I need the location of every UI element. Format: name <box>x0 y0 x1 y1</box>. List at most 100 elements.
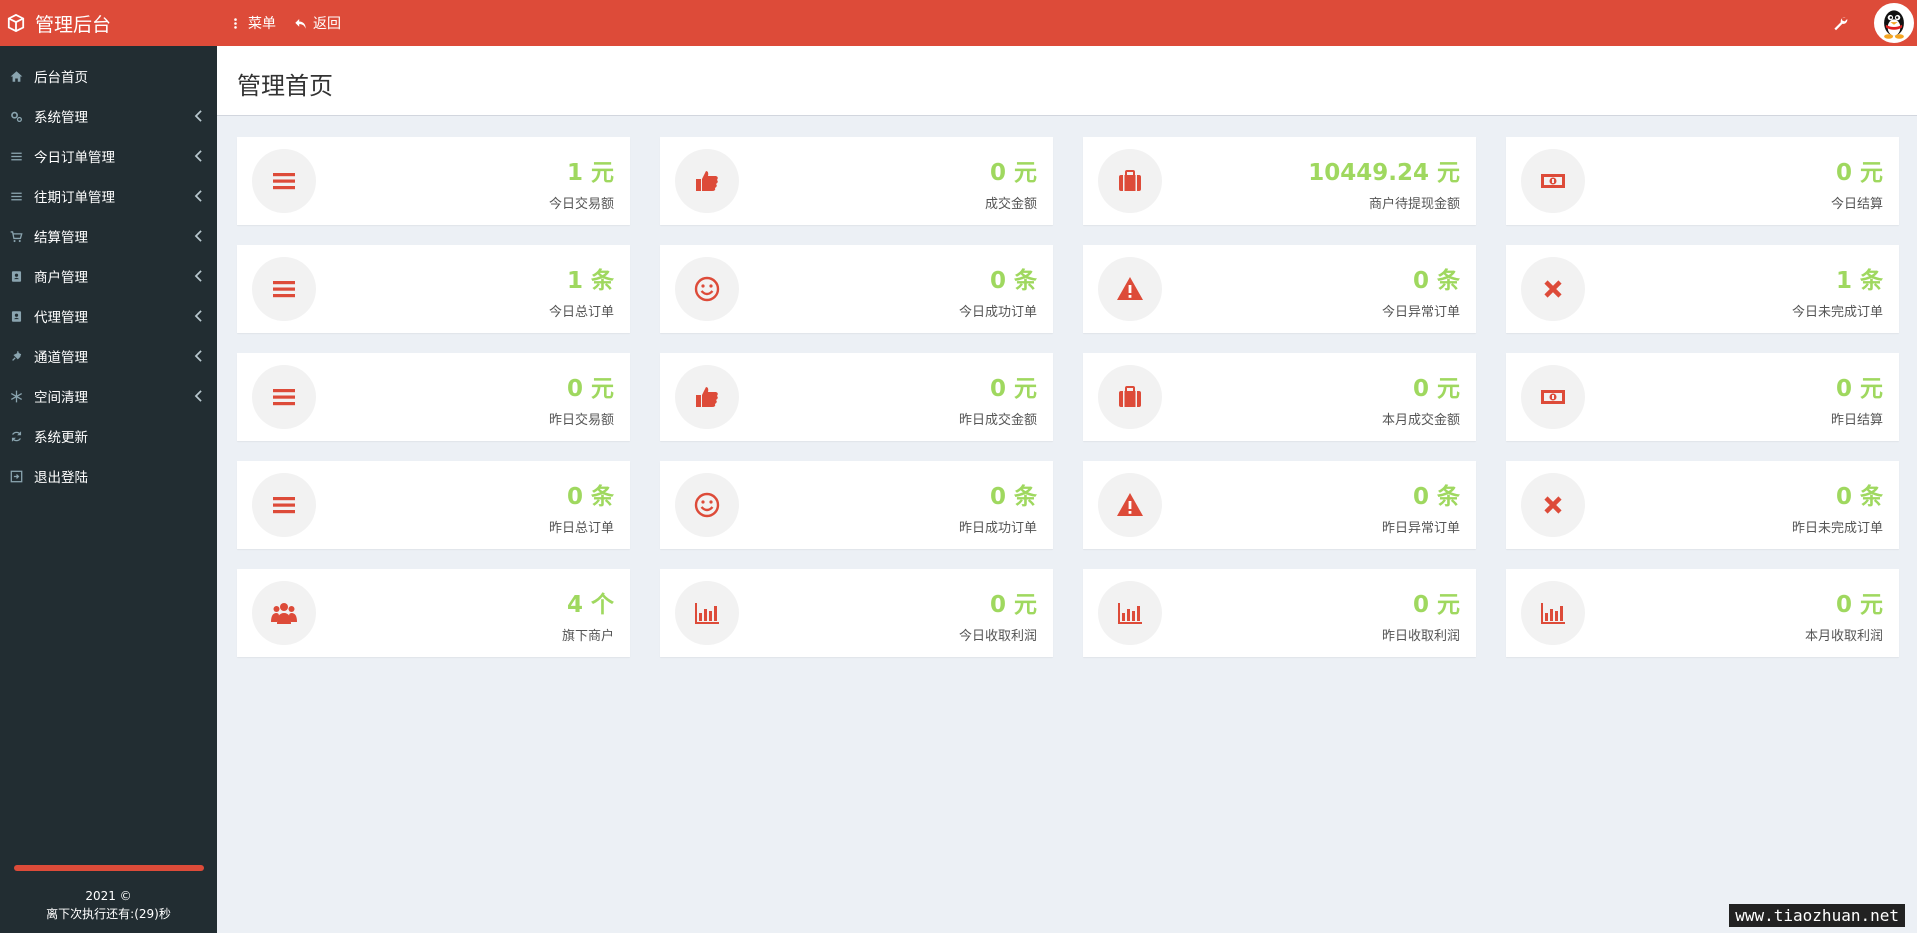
stat-value: 0 元 <box>989 592 1037 618</box>
stat-value: 0 条 <box>1412 268 1460 294</box>
sidebar-item-0[interactable]: 后台首页 <box>0 56 217 96</box>
smile-icon <box>675 257 739 321</box>
list-icon <box>9 189 23 203</box>
sidebar-item-3[interactable]: 往期订单管理 <box>0 176 217 216</box>
stat-label: 今日未完成订单 <box>1791 305 1883 320</box>
stat-value: 0 元 <box>566 376 614 402</box>
stat-value: 0 元 <box>1835 376 1883 402</box>
stat-card: 0 元本月收取利润 <box>1506 569 1899 657</box>
stat-card: 0 元昨日结算 <box>1506 353 1899 441</box>
stat-card: 0 元成交金额 <box>660 137 1053 225</box>
sidebar-item-label: 商户管理 <box>34 270 88 286</box>
stat-label: 成交金额 <box>984 197 1037 212</box>
sidebar-item-7[interactable]: 通道管理 <box>0 336 217 376</box>
reply-icon <box>295 18 306 29</box>
stat-label: 昨日成交金额 <box>958 413 1037 428</box>
stat-card: 0 元昨日交易额 <box>237 353 630 441</box>
sidebar-item-8[interactable]: 空间清理 <box>0 376 217 416</box>
stat-value: 0 条 <box>1835 484 1883 510</box>
stat-card: 0 条昨日成功订单 <box>660 461 1053 549</box>
bar-chart-icon <box>1521 581 1585 645</box>
money-icon <box>1521 149 1585 213</box>
chevron-left-icon <box>194 310 202 322</box>
close-icon <box>1521 257 1585 321</box>
sidebar-item-label: 系统管理 <box>34 110 88 126</box>
stat-card: 1 元今日交易额 <box>237 137 630 225</box>
stat-label: 今日成功订单 <box>958 305 1037 320</box>
stat-label: 昨日总订单 <box>548 521 614 536</box>
stat-label: 昨日未完成订单 <box>1791 521 1883 536</box>
stat-value: 0 元 <box>989 376 1037 402</box>
stat-card: 1 条今日未完成订单 <box>1506 245 1899 333</box>
stat-value: 0 条 <box>1412 484 1460 510</box>
stat-card: 0 元今日收取利润 <box>660 569 1053 657</box>
sidebar-menu: 后台首页系统管理今日订单管理 往期订单管理结算管理商户管理代理管理通道管理空间清理… <box>0 46 217 496</box>
cube-icon <box>7 14 25 32</box>
stat-value: 1 条 <box>1835 268 1883 294</box>
logout-icon <box>9 469 23 483</box>
stat-card: 0 元昨日收取利润 <box>1083 569 1476 657</box>
stat-label: 旗下商户 <box>561 629 614 644</box>
top-header: 管理后台 菜单 返回 <box>0 0 1917 46</box>
footer-timer: 离下次执行还有:(29)秒 <box>46 907 171 921</box>
sidebar-item-label: 往期订单管理 <box>34 190 115 206</box>
list-icon <box>9 149 23 163</box>
stat-card: 1 条今日总订单 <box>237 245 630 333</box>
plug-icon <box>9 349 23 363</box>
avatar[interactable] <box>1874 3 1914 43</box>
warning-icon <box>1098 257 1162 321</box>
stat-value: 0 条 <box>566 484 614 510</box>
chevron-left-icon <box>194 230 202 242</box>
sidebar-item-2[interactable]: 今日订单管理 <box>0 136 217 176</box>
stat-card: 0 条昨日未完成订单 <box>1506 461 1899 549</box>
chevron-left-icon <box>194 110 202 122</box>
gears-icon <box>9 109 23 123</box>
cart-icon <box>9 229 23 243</box>
stat-label: 昨日收取利润 <box>1381 629 1460 644</box>
stat-card: 0 元今日结算 <box>1506 137 1899 225</box>
sidebar-footer: 2021 © 离下次执行还有:(29)秒 <box>0 865 217 933</box>
stat-card: 0 元昨日成交金额 <box>660 353 1053 441</box>
home-icon <box>9 69 23 83</box>
stat-value: 1 条 <box>566 268 614 294</box>
sidebar-item-4[interactable]: 结算管理 <box>0 216 217 256</box>
stat-card: 4 个旗下商户 <box>237 569 630 657</box>
sidebar-item-label: 今日订单管理 <box>34 150 115 166</box>
sidebar-item-10[interactable]: 退出登陆 <box>0 456 217 496</box>
contact-book-icon <box>9 269 23 283</box>
sidebar-item-label: 系统更新 <box>34 430 88 446</box>
stat-value: 4 个 <box>566 592 614 618</box>
thumbs-up-icon <box>675 149 739 213</box>
sidebar: 后台首页系统管理今日订单管理 往期订单管理结算管理商户管理代理管理通道管理空间清理… <box>0 46 217 933</box>
watermark: www.tiaozhuan.net <box>1729 904 1905 927</box>
sidebar-item-5[interactable]: 商户管理 <box>0 256 217 296</box>
penguin-avatar-icon <box>1884 10 1904 39</box>
back-button[interactable]: 返回 <box>294 13 341 33</box>
stat-label: 昨日异常订单 <box>1381 521 1460 536</box>
stat-value: 0 条 <box>989 268 1037 294</box>
sidebar-item-9[interactable]: 系统更新 <box>0 416 217 456</box>
bars-icon <box>252 257 316 321</box>
menu-label: 菜单 <box>248 16 276 32</box>
close-icon <box>1521 473 1585 537</box>
stats-grid: 1 元今日交易额 0 元成交金额 10449.24 元商户待提现金额 0 元今日结算 1… <box>237 137 1899 657</box>
bars-icon <box>252 149 316 213</box>
sidebar-item-label: 通道管理 <box>34 350 88 366</box>
chevron-left-icon <box>194 190 202 202</box>
stat-value: 0 元 <box>1412 376 1460 402</box>
sidebar-item-label: 代理管理 <box>34 310 88 326</box>
brand[interactable]: 管理后台 <box>0 0 217 46</box>
chevron-left-icon <box>194 350 202 362</box>
sidebar-item-1[interactable]: 系统管理 <box>0 96 217 136</box>
stat-label: 今日总订单 <box>548 305 614 320</box>
menu-toggle-button[interactable]: 菜单 <box>229 13 276 33</box>
stat-value: 0 元 <box>1835 160 1883 186</box>
stat-card: 0 条昨日总订单 <box>237 461 630 549</box>
chevron-left-icon <box>194 150 202 162</box>
sidebar-item-label: 空间清理 <box>34 390 88 406</box>
page-title: 管理首页 <box>237 72 333 100</box>
stat-card: 10449.24 元商户待提现金额 <box>1083 137 1476 225</box>
wrench-icon[interactable] <box>1832 15 1848 31</box>
sidebar-item-6[interactable]: 代理管理 <box>0 296 217 336</box>
stat-label: 今日收取利润 <box>958 629 1037 644</box>
